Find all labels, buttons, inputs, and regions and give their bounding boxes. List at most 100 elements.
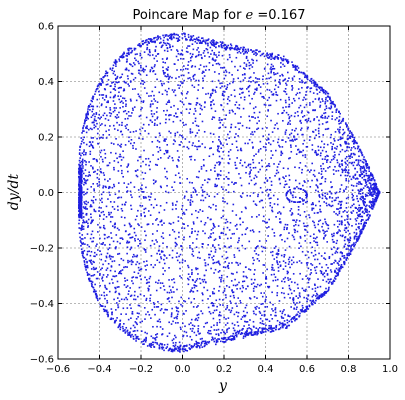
scatter-point xyxy=(322,229,324,232)
scatter-point xyxy=(132,261,134,263)
scatter-point xyxy=(225,138,227,141)
scatter-point xyxy=(202,199,205,202)
scatter-point xyxy=(280,66,282,68)
scatter-point xyxy=(339,174,342,177)
scatter-point xyxy=(252,147,254,149)
scatter-point xyxy=(127,164,130,167)
scatter-point xyxy=(225,318,227,320)
scatter-point xyxy=(364,224,366,227)
scatter-point xyxy=(229,46,232,49)
scatter-point xyxy=(149,51,151,54)
scatter-point xyxy=(280,254,283,257)
scatter-point xyxy=(295,221,297,223)
scatter-point xyxy=(196,148,199,151)
scatter-point xyxy=(210,94,212,97)
scatter-point xyxy=(271,308,273,310)
scatter-point xyxy=(112,96,115,99)
scatter-point xyxy=(203,274,206,277)
scatter-point xyxy=(177,347,180,350)
scatter-point xyxy=(347,129,350,131)
scatter-point xyxy=(260,159,263,162)
scatter-point xyxy=(147,210,150,212)
scatter-point xyxy=(162,285,165,287)
scatter-point xyxy=(120,298,123,301)
scatter-point xyxy=(367,166,369,169)
scatter-point xyxy=(248,324,250,326)
scatter-point xyxy=(351,156,353,158)
scatter-point xyxy=(282,55,285,58)
scatter-point xyxy=(203,223,206,226)
scatter-point xyxy=(297,114,299,117)
scatter-point xyxy=(212,255,215,257)
scatter-point xyxy=(309,185,312,188)
scatter-point xyxy=(121,210,124,212)
scatter-point xyxy=(187,45,189,47)
scatter-point xyxy=(344,227,347,229)
scatter-point xyxy=(164,34,167,36)
scatter-point xyxy=(327,115,330,118)
scatter-point xyxy=(111,312,113,314)
scatter-point xyxy=(88,128,90,131)
scatter-point xyxy=(153,243,156,245)
scatter-point xyxy=(143,295,145,297)
scatter-point xyxy=(213,246,216,249)
scatter-point xyxy=(362,201,365,204)
scatter-point xyxy=(166,151,169,154)
scatter-point xyxy=(85,179,88,182)
scatter-point xyxy=(95,294,98,297)
scatter-point xyxy=(362,158,365,161)
scatter-point xyxy=(158,146,161,149)
scatter-point xyxy=(305,288,307,291)
scatter-point xyxy=(120,207,123,210)
scatter-point xyxy=(247,164,250,167)
scatter-point xyxy=(262,135,265,137)
scatter-point xyxy=(201,189,204,191)
scatter-point xyxy=(119,272,121,274)
scatter-point xyxy=(127,261,129,264)
scatter-point xyxy=(183,213,186,215)
scatter-point xyxy=(313,212,316,214)
scatter-point xyxy=(338,269,341,271)
scatter-point xyxy=(139,242,142,245)
scatter-point xyxy=(310,80,312,83)
scatter-point xyxy=(307,294,310,297)
scatter-point xyxy=(104,152,107,155)
scatter-point xyxy=(330,181,332,183)
scatter-point xyxy=(270,91,273,93)
scatter-point xyxy=(319,183,322,185)
scatter-point xyxy=(129,248,132,251)
scatter-point xyxy=(130,51,133,54)
scatter-point xyxy=(93,261,95,264)
scatter-point xyxy=(357,145,359,148)
scatter-point xyxy=(254,269,256,271)
scatter-point xyxy=(156,101,159,103)
scatter-point xyxy=(131,280,133,282)
scatter-point xyxy=(239,65,242,68)
scatter-point xyxy=(244,51,247,54)
scatter-point xyxy=(236,262,239,264)
scatter-point xyxy=(225,294,227,296)
scatter-point xyxy=(152,343,154,346)
scatter-point xyxy=(306,231,309,234)
scatter-point xyxy=(244,233,247,236)
scatter-point xyxy=(256,245,258,248)
scatter-point xyxy=(365,219,368,222)
scatter-point xyxy=(239,162,241,164)
scatter-point xyxy=(159,149,162,152)
scatter-point xyxy=(348,252,351,255)
scatter-point xyxy=(133,47,136,50)
scatter-point xyxy=(345,188,347,190)
scatter-point xyxy=(115,319,117,322)
scatter-point xyxy=(353,236,356,238)
scatter-point xyxy=(281,73,283,76)
scatter-point xyxy=(248,80,250,83)
scatter-point xyxy=(234,95,236,98)
scatter-point xyxy=(252,325,255,328)
scatter-point xyxy=(80,227,83,230)
scatter-point xyxy=(231,233,234,235)
scatter-point xyxy=(340,203,342,206)
scatter-point xyxy=(146,92,148,95)
scatter-point xyxy=(263,55,266,58)
scatter-point xyxy=(94,210,97,213)
scatter-point xyxy=(222,98,225,101)
